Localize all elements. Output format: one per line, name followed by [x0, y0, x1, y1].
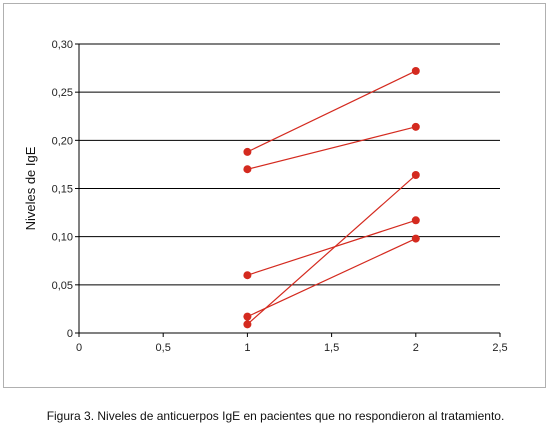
y-tick-label: 0,15 — [52, 184, 73, 196]
series-line — [247, 174, 417, 325]
data-point — [411, 66, 420, 75]
series-line — [247, 126, 416, 170]
data-point — [243, 147, 252, 156]
y-tick-label: 0 — [67, 328, 73, 340]
x-tick-label: 2 — [413, 342, 419, 354]
line-chart: 0 0,05 0,10 0,15 0,20 0,25 0,30 0 0,5 1 1,5 2 2,5 Ni… — [23, 39, 508, 354]
grid-lines — [79, 43, 500, 286]
axes — [75, 43, 501, 337]
x-tick-label: 2,5 — [492, 342, 507, 354]
y-tick-label: 0,25 — [52, 87, 73, 99]
tick-labels: 0 0,05 0,10 0,15 0,20 0,25 0,30 0 0,5 1 1,5 2 2,5 — [52, 39, 508, 354]
x-tick-label: 1,5 — [324, 342, 339, 354]
y-tick-label: 0,20 — [52, 135, 73, 147]
y-tick-label: 0,10 — [52, 232, 73, 244]
chart-frame: 0 0,05 0,10 0,15 0,20 0,25 0,30 0 0,5 1 1,5 2 2,5 Ni… — [3, 3, 546, 388]
y-tick-label: 0,30 — [52, 39, 73, 51]
series-line — [247, 70, 417, 153]
y-tick-label: 0,05 — [52, 280, 73, 292]
data-point — [411, 171, 420, 180]
series-line — [247, 238, 417, 318]
data-point — [243, 312, 252, 321]
x-tick-label: 0 — [76, 342, 82, 354]
series-lines — [243, 66, 420, 329]
data-point — [243, 165, 252, 174]
data-point — [411, 234, 420, 243]
data-point — [411, 216, 420, 225]
data-point — [243, 320, 252, 329]
figure-caption: Figura 3. Niveles de anticuerpos IgE en … — [46, 409, 505, 423]
y-axis-label: Niveles de IgE — [23, 146, 38, 230]
series-line — [247, 219, 416, 276]
data-point — [243, 271, 252, 280]
x-tick-label: 1 — [244, 342, 250, 354]
data-point — [411, 122, 420, 131]
x-tick-label: 0,5 — [156, 342, 171, 354]
